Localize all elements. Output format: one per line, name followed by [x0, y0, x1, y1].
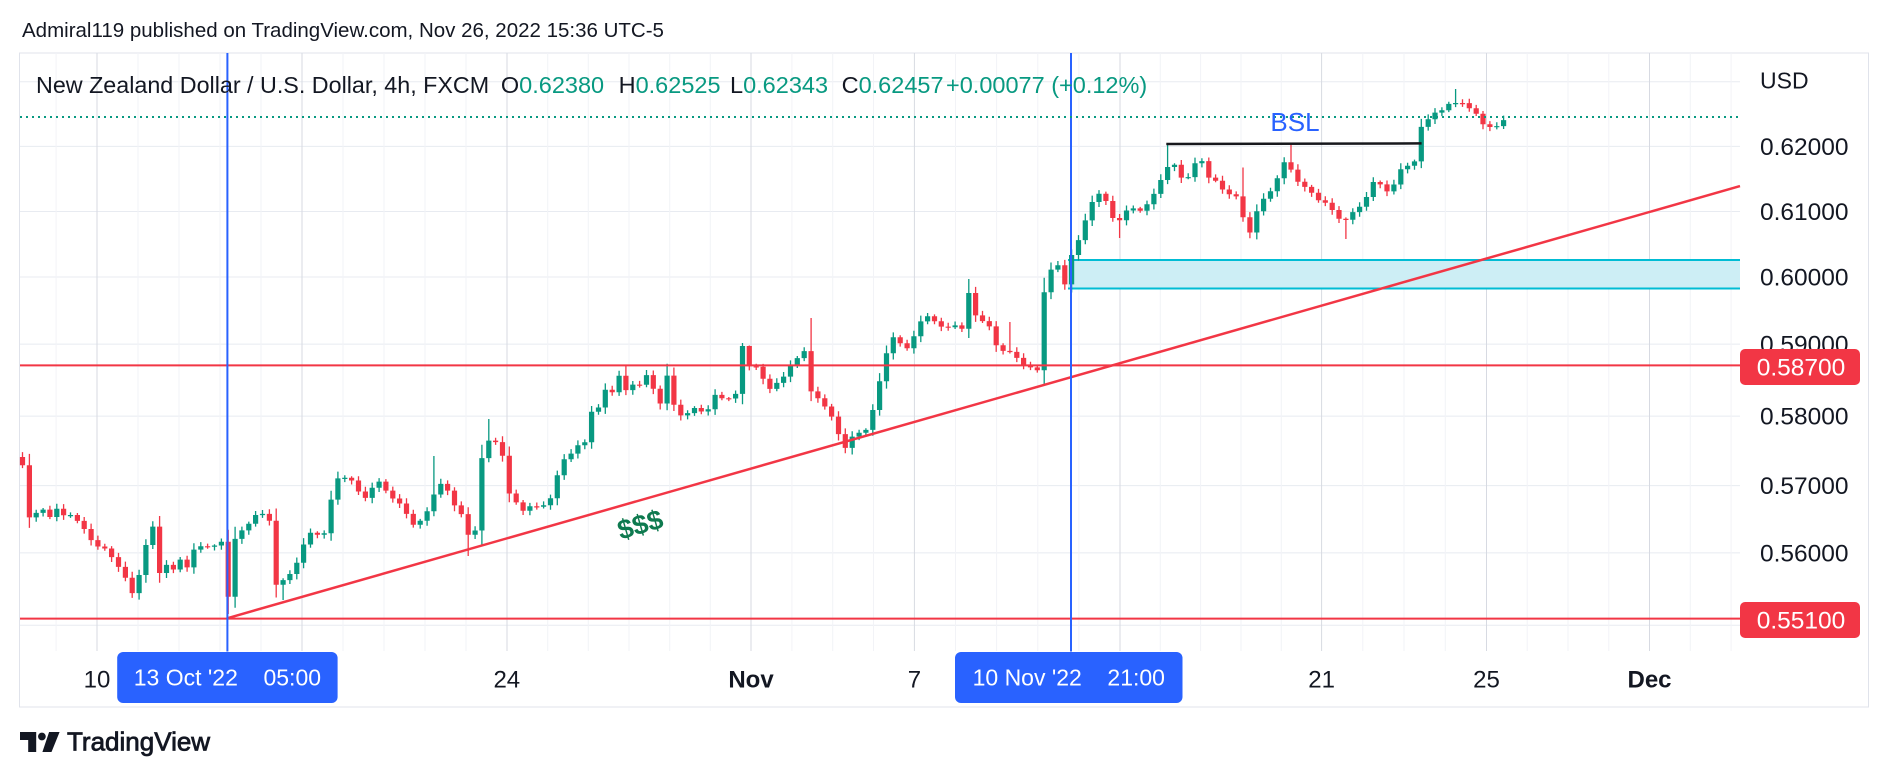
svg-text:Dec: Dec: [1627, 667, 1671, 694]
svg-text:0.57000: 0.57000: [1760, 473, 1849, 500]
svg-text:L0.62343: L0.62343: [730, 72, 828, 98]
svg-text:Nov: Nov: [728, 667, 774, 694]
svg-text:24: 24: [493, 667, 520, 694]
svg-text:7: 7: [908, 667, 921, 694]
svg-text:+0.00077 (+0.12%): +0.00077 (+0.12%): [946, 72, 1147, 98]
svg-text:H0.62525: H0.62525: [619, 72, 721, 98]
svg-text:0.58700: 0.58700: [1757, 355, 1846, 382]
svg-text:BSL: BSL: [1270, 107, 1319, 137]
svg-text:Admiral119 published on Tradin: Admiral119 published on TradingView.com,…: [22, 19, 664, 42]
svg-text:21: 21: [1308, 667, 1335, 694]
svg-text:O0.62380: O0.62380: [501, 72, 604, 98]
svg-text:0.58000: 0.58000: [1760, 404, 1849, 431]
svg-text:0.60000: 0.60000: [1760, 265, 1849, 292]
svg-text:0.56000: 0.56000: [1760, 540, 1849, 567]
svg-text:New Zealand Dollar / U.S. Doll: New Zealand Dollar / U.S. Dollar, 4h, FX…: [36, 72, 489, 98]
svg-text:25: 25: [1473, 667, 1500, 694]
svg-text:C0.62457: C0.62457: [842, 72, 944, 98]
svg-text:10: 10: [84, 667, 111, 694]
svg-text:0.61000: 0.61000: [1760, 199, 1849, 226]
svg-text:TradingView: TradingView: [67, 727, 210, 757]
svg-text:0.55100: 0.55100: [1757, 608, 1846, 635]
svg-text:10 Nov '22 21:00: 10 Nov '22 21:00: [973, 665, 1165, 691]
svg-text:13 Oct '22 05:00: 13 Oct '22 05:00: [134, 665, 321, 691]
svg-text:0.62000: 0.62000: [1760, 134, 1849, 161]
svg-text:USD: USD: [1760, 68, 1809, 94]
